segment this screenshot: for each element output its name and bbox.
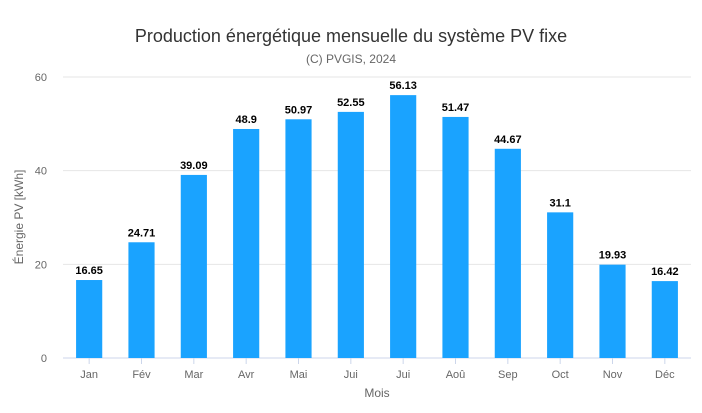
x-tick-label: Sep xyxy=(498,369,518,381)
bar xyxy=(285,119,312,358)
x-tick-label: Jui xyxy=(344,369,358,381)
data-label: 16.65 xyxy=(75,265,103,277)
bar xyxy=(76,280,103,358)
x-tick-label: Déc xyxy=(655,369,675,381)
y-tick-label: 60 xyxy=(35,72,47,84)
bar xyxy=(128,242,155,358)
y-tick-label: 20 xyxy=(35,259,47,271)
bar xyxy=(494,148,521,358)
x-tick-label: Aoû xyxy=(446,369,466,381)
x-tick-label: Nov xyxy=(603,369,623,381)
x-axis-label: Mois xyxy=(364,386,389,400)
data-label: 24.71 xyxy=(128,227,156,239)
y-tick-label: 40 xyxy=(35,166,47,178)
bar xyxy=(233,128,260,358)
data-label: 39.09 xyxy=(180,160,208,172)
chart-subtitle: (C) PVGIS, 2024 xyxy=(306,52,396,66)
data-labels: 16.65 24.71 39.09 48.9 50.97 52.55 56.13 51.47 4… xyxy=(75,80,678,278)
x-axis-ticks: Jan Fév Mar Avr Mai Jui Jui Aoû Sep Oct Nov Déc xyxy=(80,358,675,381)
x-tick-label: Fév xyxy=(132,369,151,381)
x-tick-label: Jui xyxy=(396,369,410,381)
bar xyxy=(651,281,678,358)
x-tick-label: Mar xyxy=(184,369,203,381)
data-label: 44.67 xyxy=(494,134,522,146)
gridlines xyxy=(63,76,691,359)
bar xyxy=(442,116,469,359)
y-axis-label: Énergie PV [kWh] xyxy=(11,170,26,265)
bar xyxy=(390,95,417,358)
x-tick-label: Mai xyxy=(290,369,308,381)
x-tick-label: Jan xyxy=(80,369,98,381)
data-label: 16.42 xyxy=(651,266,679,278)
x-tick-label: Avr xyxy=(238,369,255,381)
bar xyxy=(180,174,207,358)
bar xyxy=(337,111,364,358)
data-label: 56.13 xyxy=(389,80,417,92)
data-label: 19.93 xyxy=(599,250,627,262)
data-label: 52.55 xyxy=(337,97,365,109)
data-label: 50.97 xyxy=(285,104,313,116)
bar xyxy=(547,212,574,358)
y-axis-ticks: 0 20 40 60 xyxy=(35,72,47,365)
data-label: 48.9 xyxy=(235,114,256,126)
bars xyxy=(76,95,678,359)
data-label: 31.1 xyxy=(549,197,570,209)
bar xyxy=(599,264,626,358)
chart-title: Production énergétique mensuelle du syst… xyxy=(135,26,567,46)
x-tick-label: Oct xyxy=(552,369,569,381)
data-label: 51.47 xyxy=(442,102,470,114)
y-tick-label: 0 xyxy=(41,353,47,365)
